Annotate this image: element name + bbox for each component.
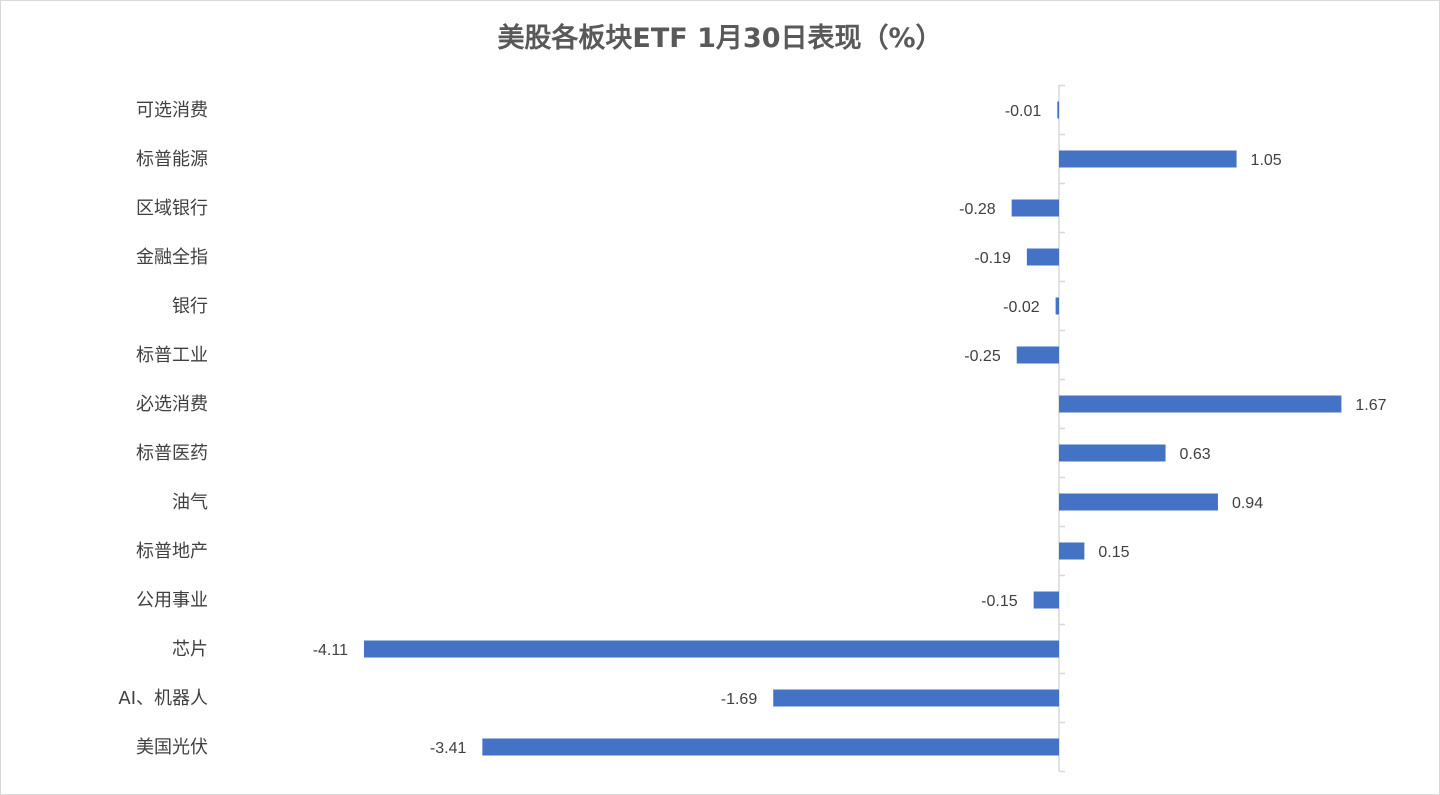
bar [1059, 444, 1166, 462]
bar [1016, 346, 1059, 364]
data-label: 0.63 [1180, 446, 1211, 463]
data-label: -3.41 [430, 740, 467, 757]
category-label: 银行 [172, 296, 208, 317]
category-label: 可选消费 [136, 100, 208, 121]
bars [363, 101, 1342, 756]
bar [1033, 591, 1059, 609]
bar [773, 689, 1059, 707]
bar [1057, 101, 1059, 119]
bar [1059, 542, 1085, 560]
category-label: 金融全指 [136, 247, 208, 268]
category-label: 标普工业 [136, 345, 208, 366]
bar [363, 640, 1059, 658]
bar [1055, 297, 1059, 315]
category-label: 油气 [172, 492, 208, 513]
category-label: 标普地产 [136, 541, 208, 562]
category-label: 必选消费 [136, 394, 208, 415]
category-label: 美国光伏 [136, 737, 208, 758]
data-label: 0.15 [1098, 544, 1129, 561]
bar [1059, 395, 1342, 413]
category-label: 标普医药 [136, 443, 208, 464]
data-label: 1.67 [1355, 397, 1386, 414]
category-label: 标普能源 [136, 149, 208, 170]
data-label: -0.19 [974, 250, 1011, 267]
value-axis [1058, 84, 1065, 773]
data-label: -0.02 [1003, 299, 1040, 316]
category-label: 公用事业 [136, 590, 208, 611]
data-label: -1.69 [721, 691, 758, 708]
data-label: -0.25 [964, 348, 1001, 365]
data-label: -4.11 [313, 642, 348, 659]
bar [1026, 248, 1059, 266]
bar [1059, 150, 1237, 168]
category-label: 区域银行 [136, 198, 208, 219]
data-label: -0.01 [1005, 103, 1042, 120]
bar [1011, 199, 1059, 217]
bar [482, 738, 1059, 756]
data-label: -0.28 [959, 201, 996, 218]
labels: 可选消费 -0.01 标普能源 1.05 区域银行 -0.28 金融全指 -0.19 银行 -0.… [118, 100, 1386, 758]
category-label: 芯片 [172, 639, 208, 660]
data-label: 0.94 [1232, 495, 1263, 512]
chart-title: 美股各板块ETF 1月30日表现（%） [497, 23, 943, 54]
data-label: -0.15 [981, 593, 1018, 610]
category-label: AI、机器人 [118, 688, 208, 709]
bar [1059, 493, 1218, 511]
data-label: 1.05 [1251, 152, 1282, 169]
